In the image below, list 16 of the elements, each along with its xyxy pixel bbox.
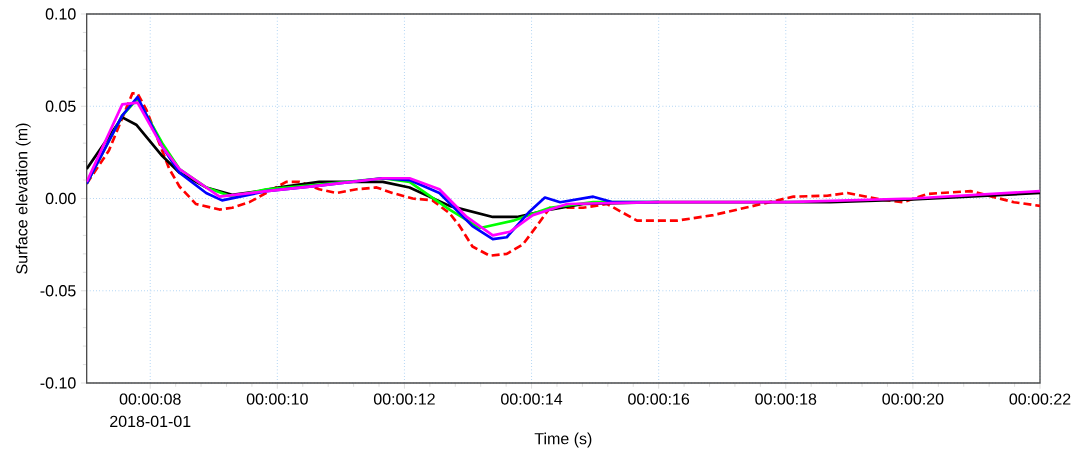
x-tick-label: 00:00:08 <box>119 393 181 405</box>
x-tick-label: 00:00:16 <box>628 393 690 405</box>
x-tick-label: 00:00:18 <box>755 393 817 405</box>
x-tick-label: 00:00:14 <box>501 393 563 405</box>
x-tick-label: 00:00:20 <box>882 393 944 405</box>
text: 2018-01-01 <box>110 415 191 428</box>
y-tick-label: 0.05 <box>45 100 76 112</box>
y-tick-label: 0.10 <box>45 8 76 20</box>
x-tick-label: 00:00:22 <box>1009 393 1071 405</box>
y-tick-label: -0.10 <box>40 377 76 389</box>
x-tick-label: 00:00:10 <box>246 393 308 405</box>
x-tick-label: 00:00:12 <box>373 393 435 405</box>
y-tick-label: -0.05 <box>40 285 76 297</box>
y-axis-title: Surface elevation (m) <box>15 123 31 274</box>
y-tick-label: 0.00 <box>45 192 76 205</box>
x-axis-title: Time (s) <box>534 432 592 448</box>
